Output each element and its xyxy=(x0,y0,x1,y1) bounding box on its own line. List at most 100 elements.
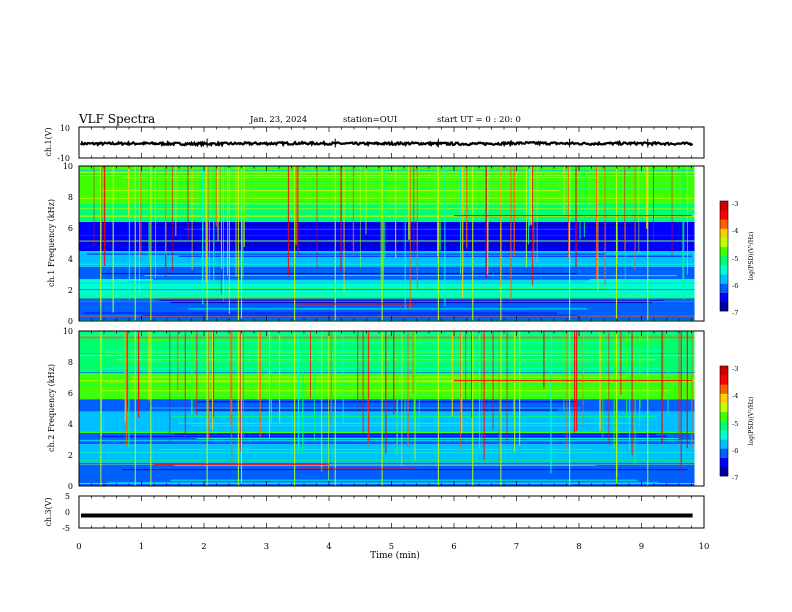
ch1-spectrogram-ylabel: ch.1 Frequency (kHz) xyxy=(47,199,56,287)
ch1-spec-texture xyxy=(158,299,664,301)
ch2-spec-texture xyxy=(169,451,627,453)
ch1-spec-texture xyxy=(190,168,694,170)
ch2-spec-texture xyxy=(195,409,557,411)
ch3-ytick-top: 5 xyxy=(65,492,70,501)
time-tick-label: 5 xyxy=(389,542,394,552)
colorbar-swatch xyxy=(720,246,728,257)
ch3-ytick-mid: 0 xyxy=(65,508,70,517)
ch1-spec-texture xyxy=(178,255,692,257)
time-tick-label: 2 xyxy=(201,542,206,552)
ch1-spec-texture xyxy=(153,279,590,281)
ch1-spectrogram-image xyxy=(78,166,704,321)
ch1-spec-texture xyxy=(122,244,604,246)
ch1-spec-band xyxy=(79,251,695,267)
ch1-freq-tick-8: 8 xyxy=(68,193,73,202)
colorbar-swatch xyxy=(720,439,728,449)
ch2-spec-texture xyxy=(107,481,659,483)
start-time-label: start UT = 0 : 20: 0 xyxy=(437,115,521,125)
time-tick-label: 1 xyxy=(139,542,144,552)
ch2-spectrogram-ylabel: ch.2 Frequency (kHz) xyxy=(47,364,56,452)
ch2-spec-texture xyxy=(105,381,693,383)
ch2-spec-texture xyxy=(174,464,596,466)
time-tick-label: 9 xyxy=(639,542,644,552)
ch1-colorbar-tick-min: -7 xyxy=(732,309,738,317)
ch1-freq-tick-4: 4 xyxy=(68,255,73,264)
ch1-spec-texture xyxy=(86,242,623,244)
ch1-spec-texture xyxy=(144,224,639,226)
ch1-spec-texture xyxy=(153,201,603,203)
ch2-spec-texture xyxy=(170,479,638,481)
time-tick-label: 8 xyxy=(576,542,581,552)
time-axis-title: Time (min) xyxy=(370,550,420,561)
ch1-freq-tick-6: 6 xyxy=(68,224,73,233)
ch1-spec-texture xyxy=(127,281,587,283)
ch3-waveform-frame xyxy=(78,495,705,529)
ch2-colorbar-tick-max: -3 xyxy=(732,365,738,373)
ch1-colorbar-frame xyxy=(719,200,729,312)
time-axis-labels: 0 1 2 3 4 5 6 7 8 9 10 xyxy=(76,542,709,552)
ch2-freq-tick-8: 8 xyxy=(68,358,73,367)
time-tick-label: 7 xyxy=(514,542,519,552)
ch2-spec-texture xyxy=(163,462,663,464)
ch1-spec-texture xyxy=(101,272,578,275)
colorbar-swatch xyxy=(720,201,728,211)
ch1-spec-texture xyxy=(198,288,609,290)
ch2-spec-band xyxy=(79,444,695,463)
ch1-colorbar-gradient xyxy=(720,201,728,312)
colorbar-swatch xyxy=(720,283,728,293)
ch2-spec-texture xyxy=(196,437,679,440)
ch1-colorbar-tick-6: -6 xyxy=(732,282,738,290)
colorbar-swatch xyxy=(720,210,728,220)
ch1-spec-texture xyxy=(88,179,653,181)
ch2-spec-texture xyxy=(170,341,621,343)
ch1-spec-texture xyxy=(147,185,606,187)
colorbar-swatch xyxy=(720,457,728,468)
ch1-spec-texture xyxy=(125,198,668,200)
colorbar-swatch xyxy=(720,384,728,394)
ch1-ytick-bottom: -10 xyxy=(57,154,70,163)
ch1-waveform-ylabel: ch.1(V) xyxy=(44,127,53,156)
ch1-colorbar-tick-max: -3 xyxy=(732,200,738,208)
colorbar-swatch xyxy=(720,421,728,431)
ch2-colorbar: -3 -4 -5 -6 -7 log(PSD)(V²/Hz) xyxy=(719,365,755,482)
ch2-colorbar-tick-5: -5 xyxy=(732,420,738,428)
ch2-spectrogram-image xyxy=(79,331,704,486)
ch2-spec-texture xyxy=(192,425,577,427)
ch2-spec-texture xyxy=(122,469,688,471)
ch3-waveform-ylabel: ch.3(V) xyxy=(44,497,53,526)
ch1-spec-texture xyxy=(188,308,588,310)
ch2-spec-texture xyxy=(92,399,636,401)
colorbar-swatch xyxy=(720,448,728,458)
ch2-spec-texture xyxy=(100,367,662,369)
ch1-waveform-line xyxy=(79,139,694,148)
colorbar-swatch xyxy=(720,237,728,248)
ch3-ytick-bottom: -5 xyxy=(62,524,70,533)
ch1-spec-texture xyxy=(170,301,652,304)
colorbar-swatch xyxy=(720,274,728,284)
colorbar-swatch xyxy=(720,301,728,312)
colorbar-swatch xyxy=(720,228,728,238)
ch1-spec-band xyxy=(79,235,695,252)
ch1-spec-texture xyxy=(132,212,587,214)
ch1-spec-texture xyxy=(83,312,557,314)
ch1-spec-texture xyxy=(170,166,617,168)
ch2-spec-texture xyxy=(150,407,581,409)
ch2-spec-texture xyxy=(131,376,628,378)
ch2-spec-texture xyxy=(81,455,666,457)
ch1-spec-texture xyxy=(122,176,597,179)
ch2-spec-texture xyxy=(103,350,667,352)
ch1-freq-tick-0: 0 xyxy=(68,317,73,326)
colorbar-swatch xyxy=(720,430,728,440)
ch2-spectrogram-ticks xyxy=(78,331,705,486)
ch2-spec-texture xyxy=(148,477,640,479)
ch2-spec-band xyxy=(79,411,695,432)
ch2-spec-texture xyxy=(149,361,602,363)
ch1-spec-texture xyxy=(184,228,576,230)
ch2-freq-tick-2: 2 xyxy=(68,451,73,460)
ch2-spec-texture xyxy=(82,394,662,396)
colorbar-swatch xyxy=(720,265,728,275)
ch2-spec-texture xyxy=(160,396,594,399)
ch2-colorbar-tick-6: -6 xyxy=(732,447,738,455)
